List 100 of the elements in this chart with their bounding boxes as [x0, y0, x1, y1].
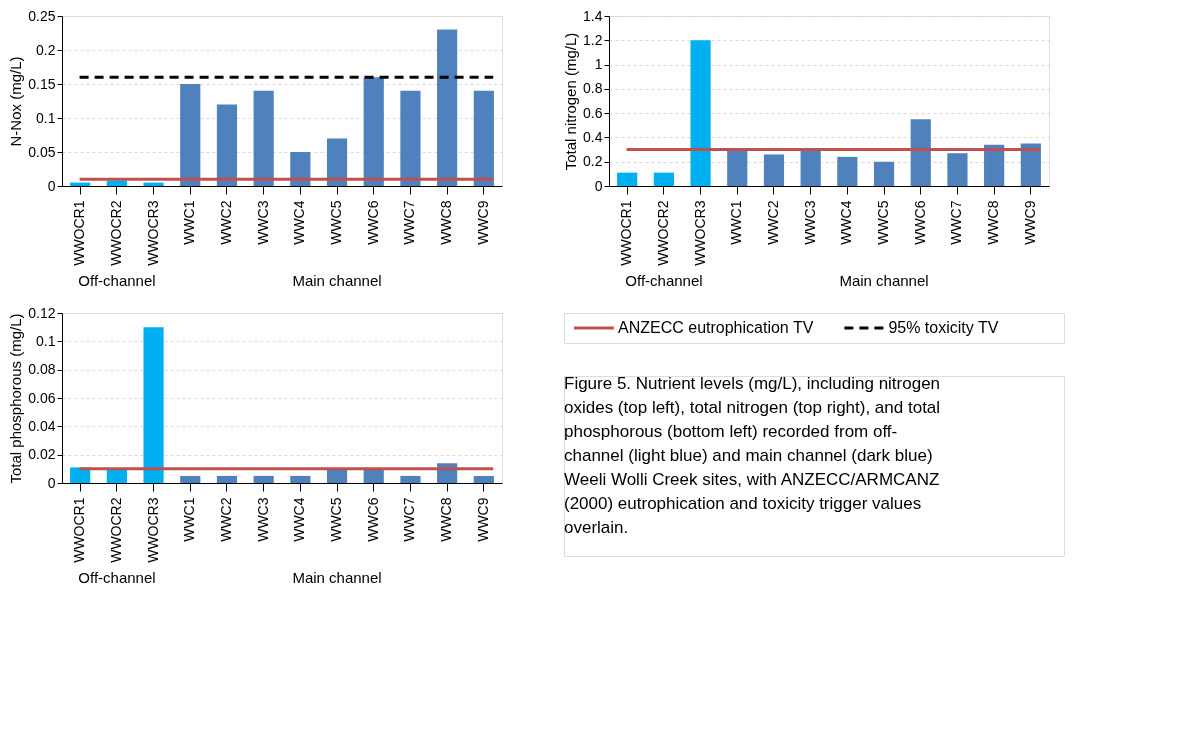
bar — [326, 468, 348, 483]
y-tick-label: 0.04 — [28, 417, 56, 434]
bar — [400, 90, 421, 186]
bar — [106, 468, 127, 483]
y-tick-label: 0 — [594, 177, 603, 194]
y-axis-title: Total nitrogen (mg/L) — [562, 32, 580, 171]
y-tick-label: 0.12 — [28, 304, 56, 321]
bar — [326, 138, 348, 186]
x-tick-label: WWC2 — [217, 200, 234, 245]
y-tick-label: 0.8 — [583, 80, 603, 97]
y-tick-label: 0.1 — [36, 332, 56, 349]
bar — [400, 475, 421, 483]
bar — [180, 475, 201, 483]
bar — [763, 154, 785, 186]
bar — [180, 84, 201, 186]
bar — [216, 475, 238, 483]
x-tick-label: WWOCR1 — [71, 497, 88, 563]
x-tick-label: WWOCR1 — [618, 200, 635, 266]
x-tick-label: WWC1 — [728, 200, 745, 245]
text: Off-channel — [625, 272, 703, 289]
y-tick-label: 0.08 — [28, 361, 56, 378]
y-tick-label: 0.25 — [28, 7, 56, 24]
bar — [363, 468, 384, 483]
text: Off-channel — [78, 569, 156, 586]
bar — [216, 104, 238, 186]
y-tick-label: 0.02 — [28, 446, 56, 463]
bar — [473, 475, 494, 483]
x-tick-label: WWC6 — [911, 200, 928, 245]
x-tick-label: WWC1 — [181, 200, 198, 245]
x-tick-label: WWC4 — [291, 497, 308, 542]
x-tick-label: WWC7 — [401, 200, 418, 245]
y-tick-label: 0.06 — [28, 389, 56, 406]
y-tick-label: 0.2 — [36, 41, 56, 58]
x-tick-label: WWC7 — [401, 497, 418, 542]
x-tick-label: WWC4 — [838, 200, 855, 245]
x-tick-label: WWC3 — [254, 200, 271, 245]
y-tick-label: 0.4 — [583, 128, 603, 145]
bar — [253, 475, 274, 483]
bar — [910, 119, 931, 186]
x-tick-label: WWC3 — [254, 497, 271, 542]
bar — [253, 90, 274, 186]
x-tick-label: WWC9 — [1021, 200, 1038, 245]
bar — [363, 77, 384, 186]
x-tick-label: WWOCR2 — [107, 497, 124, 563]
x-tick-label: WWC8 — [438, 200, 455, 245]
x-tick-label: WWC2 — [764, 200, 781, 245]
x-tick-label: WWC2 — [217, 497, 234, 542]
bar — [290, 152, 311, 186]
x-tick-label: WWC3 — [801, 200, 818, 245]
y-tick-label: 1.4 — [583, 7, 603, 24]
y-tick-label: 0.2 — [583, 153, 603, 170]
y-tick-label: 1.2 — [583, 31, 603, 48]
x-tick-label: WWOCR2 — [654, 200, 671, 266]
x-tick-label: WWC5 — [875, 200, 892, 245]
x-tick-label: WWC4 — [291, 200, 308, 245]
y-axis-title: N-Nox (mg/L) — [7, 56, 25, 147]
x-tick-label: WWOCR1 — [71, 200, 88, 266]
x-tick-label: WWC1 — [181, 497, 198, 542]
y-tick-label: 0.05 — [28, 143, 56, 160]
caption: Figure 5. Nutrient levels (mg/L), including nitrogen oxides (top left), total nitrogen (top right), and total phosphorous (bottom left) recorded from off- channel (light blue) and main channel (dark blue) Weeli Wolli Creek sites, with ANZECC/ARMCANZ (2000) eutrophication and toxicity trigger values overlain. — [564, 374, 941, 537]
x-tick-label: WWOCR3 — [691, 200, 708, 266]
x-tick-label: WWC6 — [364, 497, 381, 542]
text: Main channel — [292, 569, 382, 586]
x-tick-label: WWOCR3 — [144, 497, 161, 563]
bar — [290, 475, 311, 483]
legend-label: 95% toxicity TV — [888, 319, 999, 336]
text: Main channel — [292, 272, 382, 289]
text: Off-channel — [78, 272, 156, 289]
y-tick-label: 1 — [594, 56, 603, 73]
x-tick-label: WWC9 — [474, 200, 491, 245]
x-tick-label: WWC7 — [948, 200, 965, 245]
y-tick-label: 0 — [47, 177, 56, 194]
bar — [727, 149, 748, 186]
x-tick-label: WWC8 — [438, 497, 455, 542]
x-tick-label: WWC5 — [328, 200, 345, 245]
bar — [984, 144, 1005, 186]
legend-label: ANZECC eutrophication TV — [618, 319, 814, 336]
text: Main channel — [839, 272, 929, 289]
bar — [800, 149, 821, 186]
x-tick-label: WWC9 — [474, 497, 491, 542]
y-tick-label: 0.1 — [36, 109, 56, 126]
bar — [653, 172, 674, 186]
bar — [70, 467, 91, 483]
x-tick-label: WWOCR3 — [144, 200, 161, 266]
y-axis-title: Total phosphorous (mg/L) — [7, 313, 25, 484]
bar — [143, 182, 164, 186]
bar — [617, 172, 638, 186]
bar — [837, 156, 858, 186]
bar — [437, 29, 458, 186]
bar — [143, 327, 164, 483]
bar — [473, 90, 494, 186]
bar — [106, 180, 127, 186]
x-tick-label: WWC8 — [985, 200, 1002, 245]
x-tick-label: WWC6 — [364, 200, 381, 245]
x-tick-label: WWC5 — [328, 497, 345, 542]
y-tick-label: 0.6 — [583, 104, 603, 121]
y-tick-label: 0 — [47, 474, 56, 491]
y-tick-label: 0.15 — [28, 75, 56, 92]
x-tick-label: WWOCR2 — [107, 200, 124, 266]
bar — [873, 161, 895, 186]
